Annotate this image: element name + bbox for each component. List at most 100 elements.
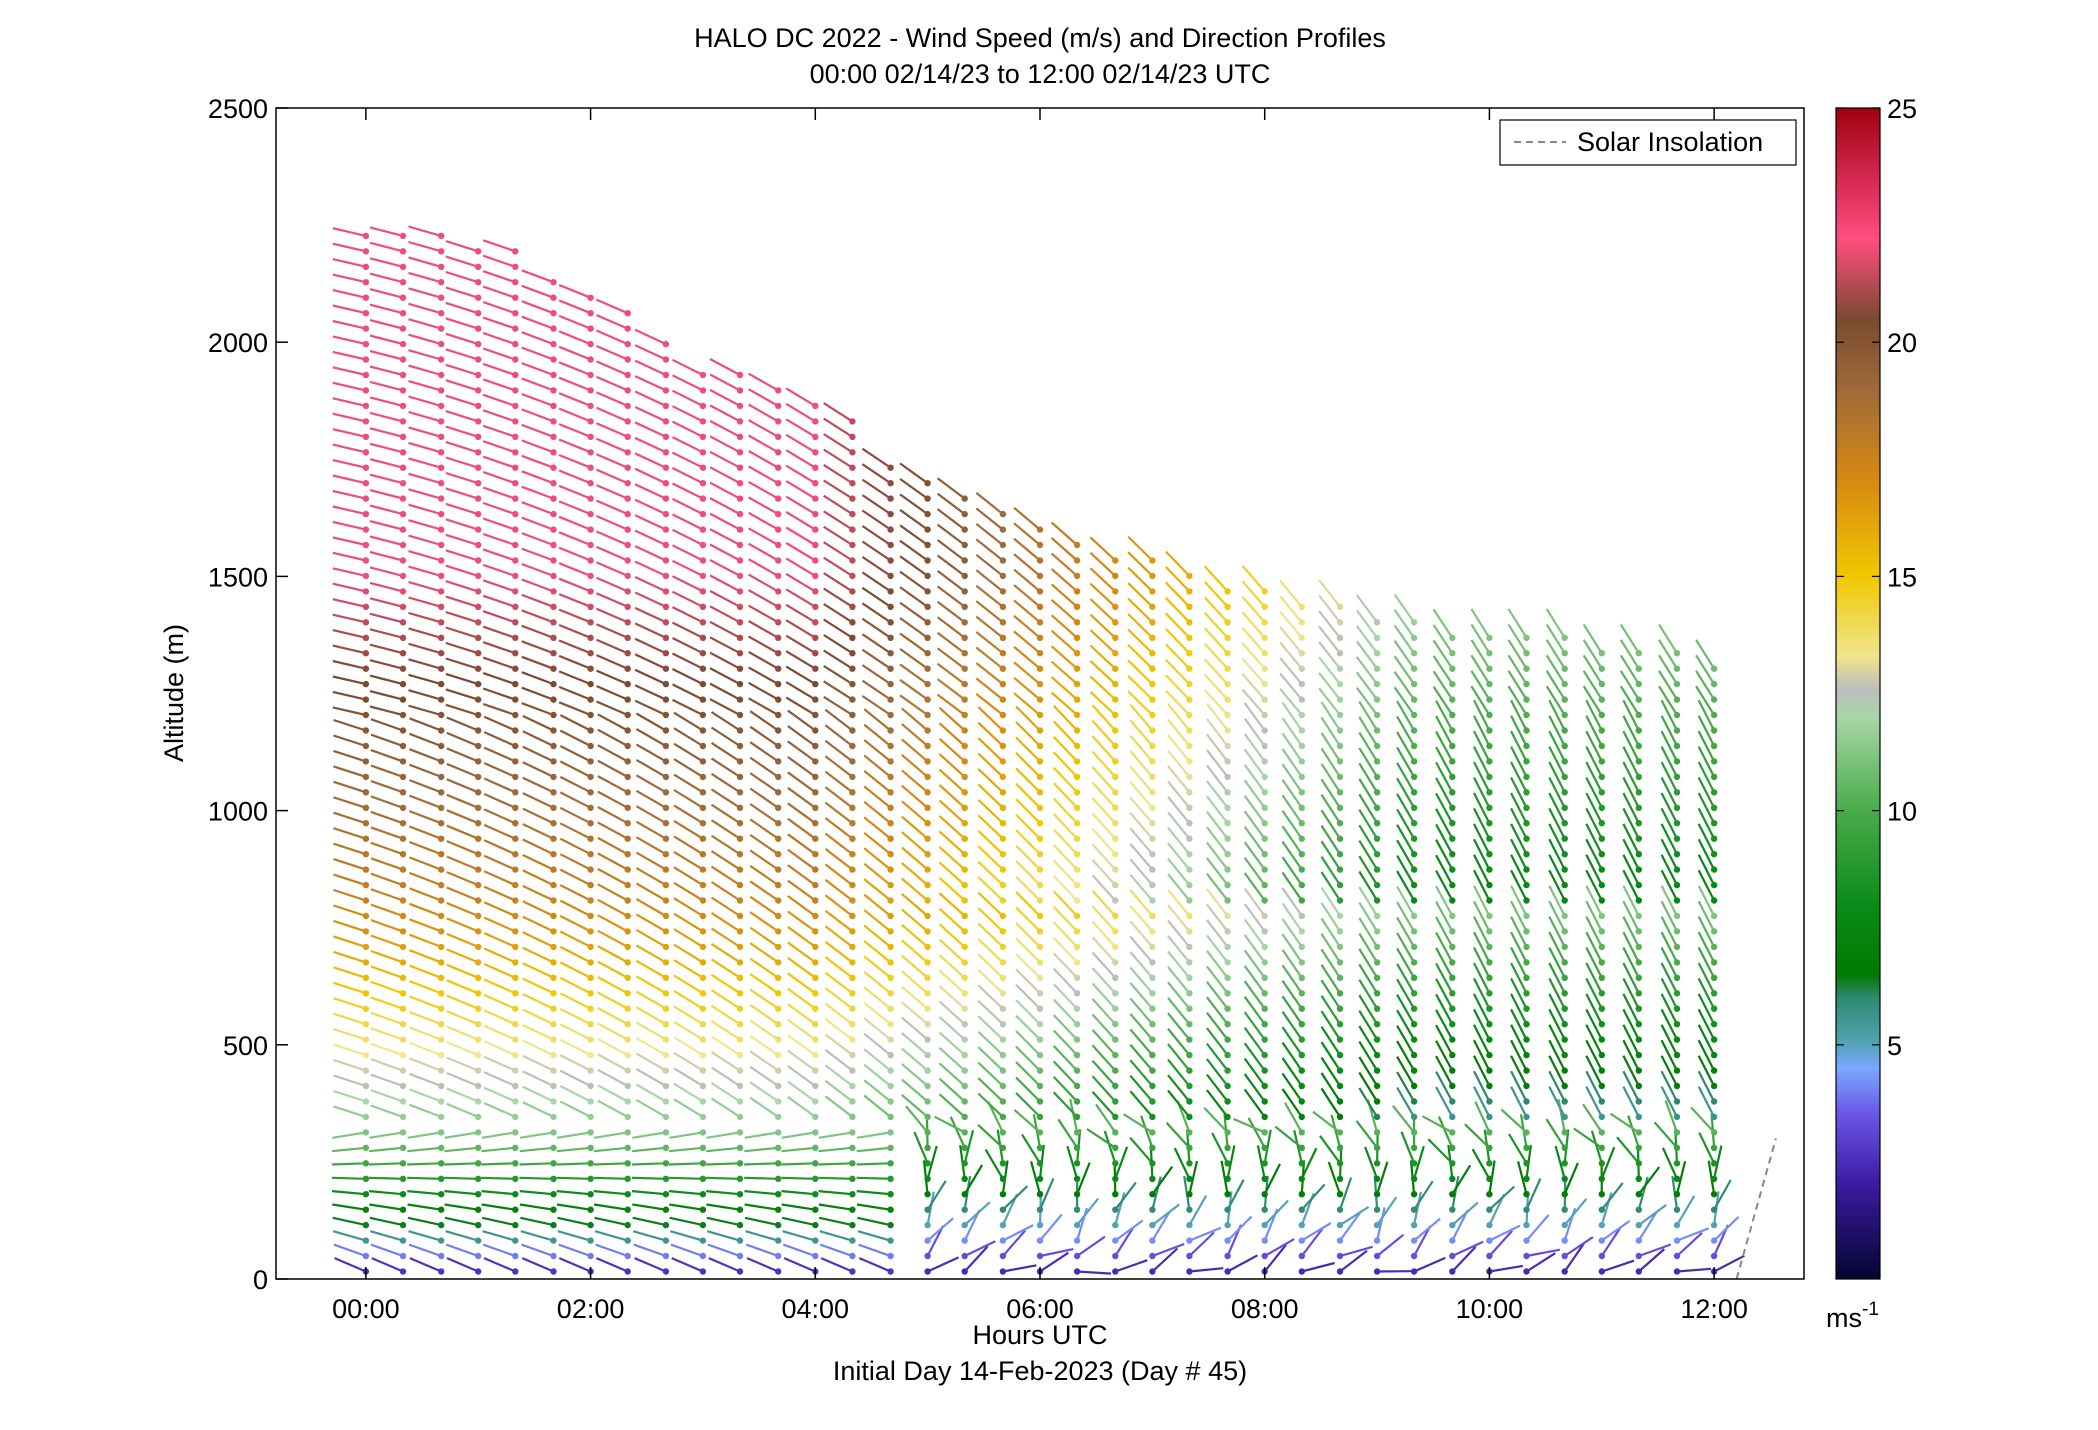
- wind-barb-dot: [1186, 805, 1192, 811]
- wind-barb-dot: [1112, 1036, 1118, 1042]
- wind-barb-dot: [924, 990, 930, 996]
- wind-barb-dot: [475, 758, 481, 764]
- wind-barb-dot: [887, 1129, 893, 1135]
- wind-barb: [788, 1082, 816, 1102]
- wind-barb-dot: [1186, 897, 1192, 903]
- wind-barb: [632, 1205, 666, 1210]
- wind-barb-dot: [625, 1036, 631, 1042]
- wind-barb-dot: [1224, 604, 1230, 610]
- wind-barb-dot: [1374, 944, 1380, 950]
- wind-barb-dot: [737, 526, 743, 532]
- wind-barb-dot: [1374, 1083, 1380, 1089]
- wind-barb-dot: [625, 666, 631, 672]
- wind-barb: [447, 934, 478, 947]
- wind-barb-dot: [1599, 1222, 1605, 1228]
- wind-barb-dot: [924, 975, 930, 981]
- wind-barb: [447, 1073, 478, 1086]
- wind-barb: [409, 273, 442, 282]
- wind-barb-dot: [1224, 1114, 1230, 1120]
- wind-barb-dot: [512, 696, 518, 702]
- wind-barb-dot: [363, 805, 369, 811]
- wind-barb: [710, 560, 740, 576]
- wind-barb: [749, 528, 779, 545]
- wind-barb-dot: [1562, 1222, 1568, 1228]
- wind-barb-dot: [962, 588, 968, 594]
- wind-barb-dot: [1374, 635, 1380, 641]
- wind-barb-dot: [1449, 1176, 1455, 1182]
- wind-barb-dot: [1262, 1207, 1268, 1213]
- wind-barb-dot: [625, 1268, 631, 1274]
- wind-barb-dot: [663, 836, 669, 842]
- wind-barb-dot: [887, 1006, 893, 1012]
- wind-barb-dot: [400, 1098, 406, 1104]
- wind-barb-dot: [812, 1237, 818, 1243]
- wind-barb: [1093, 752, 1116, 777]
- wind-barb-dot: [625, 882, 631, 888]
- wind-barb: [1168, 890, 1189, 916]
- wind-barb: [447, 795, 478, 808]
- wind-barb-dot: [1149, 1114, 1155, 1120]
- wind-barb: [447, 841, 478, 854]
- wind-barb-dot: [849, 495, 855, 501]
- wind-barb-dot: [1374, 681, 1380, 687]
- wind-barb: [369, 1178, 403, 1179]
- wind-barb: [334, 906, 366, 917]
- wind-barb-dot: [475, 434, 481, 440]
- wind-barb-dot: [587, 1083, 593, 1089]
- wind-barb: [712, 882, 741, 901]
- wind-barb-dot: [400, 1253, 406, 1259]
- wind-barb-dot: [1074, 1160, 1080, 1166]
- wind-barb: [597, 454, 628, 468]
- wind-barb-dot: [1486, 975, 1492, 981]
- wind-barb: [745, 1218, 778, 1225]
- wind-barb-dot: [812, 635, 818, 641]
- wind-barb-dot: [737, 1083, 743, 1089]
- wind-barb: [446, 643, 478, 653]
- wind-barb: [520, 1178, 554, 1179]
- wind-barb: [483, 1231, 516, 1240]
- wind-barb-dot: [550, 1222, 556, 1228]
- wind-barb-dot: [1299, 959, 1305, 965]
- wind-barb-dot: [550, 727, 556, 733]
- wind-barb: [824, 681, 853, 699]
- wind-barb: [333, 522, 366, 530]
- wind-barb-dot: [1374, 1207, 1380, 1213]
- wind-barb-dot: [438, 944, 444, 950]
- wind-barb-dot: [550, 1253, 556, 1259]
- wind-barb-dot: [1149, 944, 1155, 950]
- wind-barb: [1205, 690, 1228, 715]
- wind-barb: [1574, 1129, 1602, 1148]
- wind-barb-dot: [625, 619, 631, 625]
- wind-barb: [409, 796, 441, 808]
- wind-barb-dot: [700, 449, 706, 455]
- wind-barb: [522, 379, 554, 391]
- wind-barb-dot: [512, 1160, 518, 1166]
- wind-barb: [1168, 720, 1189, 747]
- wind-barb-dot: [663, 913, 669, 919]
- wind-barb-dot: [1112, 1191, 1118, 1197]
- wind-barb-dot: [363, 851, 369, 857]
- wind-barb: [710, 390, 740, 406]
- wind-barb-dot: [737, 449, 743, 455]
- wind-barb: [673, 484, 703, 499]
- wind-barb: [786, 543, 815, 561]
- wind-barb: [559, 1258, 590, 1271]
- wind-barb-dot: [1599, 1253, 1605, 1259]
- wind-barb-dot: [1262, 1052, 1268, 1058]
- wind-barb-dot: [924, 1006, 930, 1012]
- wind-barb-dot: [1523, 727, 1529, 733]
- wind-barb-dot: [1186, 1098, 1192, 1104]
- wind-barb-dot: [587, 372, 593, 378]
- wind-barb-dot: [1000, 789, 1006, 795]
- wind-barb: [1093, 783, 1116, 808]
- wind-barb-dot: [1299, 774, 1305, 780]
- wind-barb-dot: [887, 666, 893, 672]
- wind-barb: [483, 519, 515, 530]
- wind-barb: [749, 420, 779, 437]
- wind-barb: [523, 963, 554, 978]
- wind-barb-dot: [1486, 1145, 1492, 1151]
- wind-barb-dot: [700, 635, 706, 641]
- wind-barb-dot: [1000, 1222, 1006, 1228]
- wind-barb: [409, 765, 441, 777]
- wind-barb: [1245, 904, 1265, 932]
